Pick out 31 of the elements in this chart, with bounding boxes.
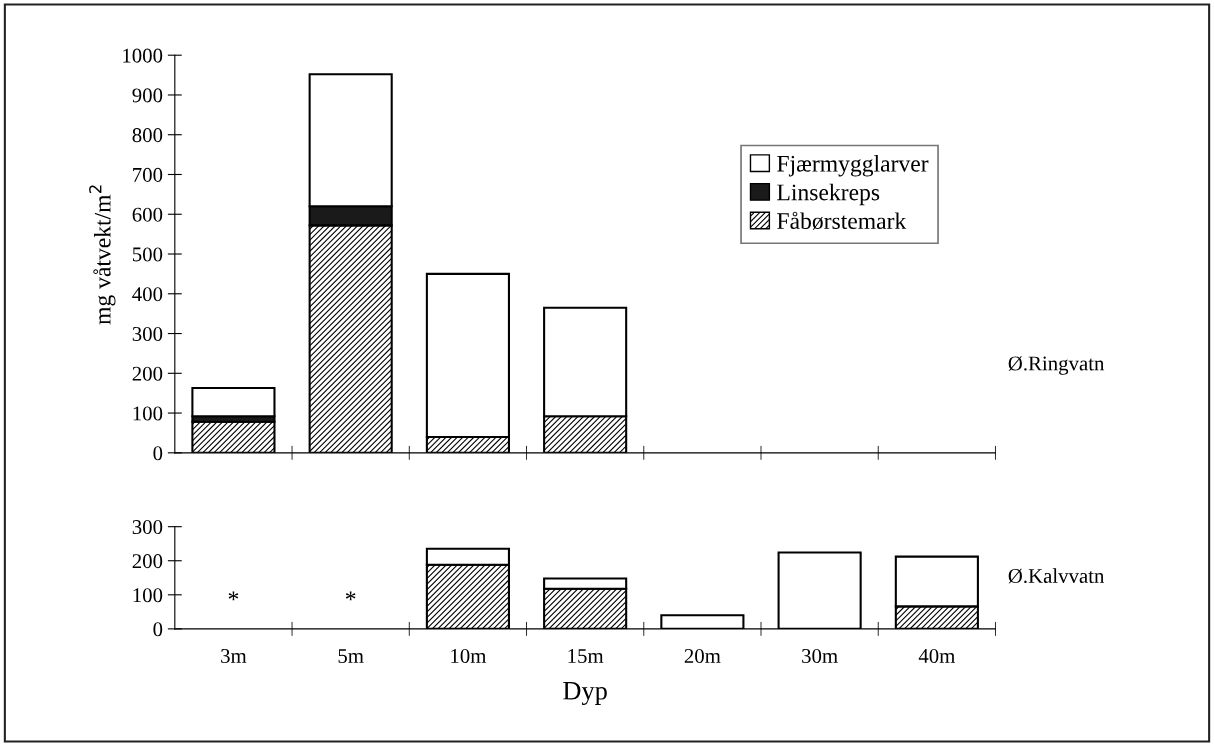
legend-label: Linsekreps <box>777 183 880 206</box>
y-tick-label: 100 <box>133 588 163 603</box>
x-tick-label: 20m <box>684 648 721 663</box>
x-tick-label: 10m <box>451 648 487 663</box>
y-tick-label: 500 <box>132 247 163 262</box>
y-tick-label: 300 <box>132 326 163 341</box>
y-tick-label: 1000 <box>123 48 163 63</box>
x-tick-label: 5m <box>338 649 364 663</box>
y-tick-label: 200 <box>132 554 163 569</box>
y-tick-label: 800 <box>132 128 163 143</box>
legend-label: Fjærmygglarver <box>777 155 929 177</box>
text: Ø.Ringvatn <box>1008 356 1105 375</box>
y-tick-label: 700 <box>133 167 163 182</box>
y-tick-label: 900 <box>132 88 163 103</box>
y-tick-label: 100 <box>133 406 163 421</box>
x-tick-label: 15m <box>568 649 604 663</box>
y-tick-label: 0 <box>153 622 163 637</box>
x-tick-label: 30m <box>802 648 838 663</box>
x-axis-title: Dyp <box>563 682 607 706</box>
x-tick-label: 40m <box>918 648 956 663</box>
y-tick-label: 400 <box>132 287 163 302</box>
y-tick-label: 0 <box>153 446 163 461</box>
y-tick-label: 200 <box>132 366 163 381</box>
text: Ø.Kalvvatn <box>1008 568 1105 584</box>
annotation: * <box>345 591 356 601</box>
legend-label: Fåbørstemark <box>777 211 907 230</box>
annotation: * <box>228 591 239 601</box>
y-tick-label: 300 <box>132 520 163 535</box>
y-axis-title: mg våtvekt/m$^{2}$ <box>89 185 116 325</box>
x-tick-label: 3m <box>221 648 247 663</box>
y-tick-label: 600 <box>132 207 163 222</box>
